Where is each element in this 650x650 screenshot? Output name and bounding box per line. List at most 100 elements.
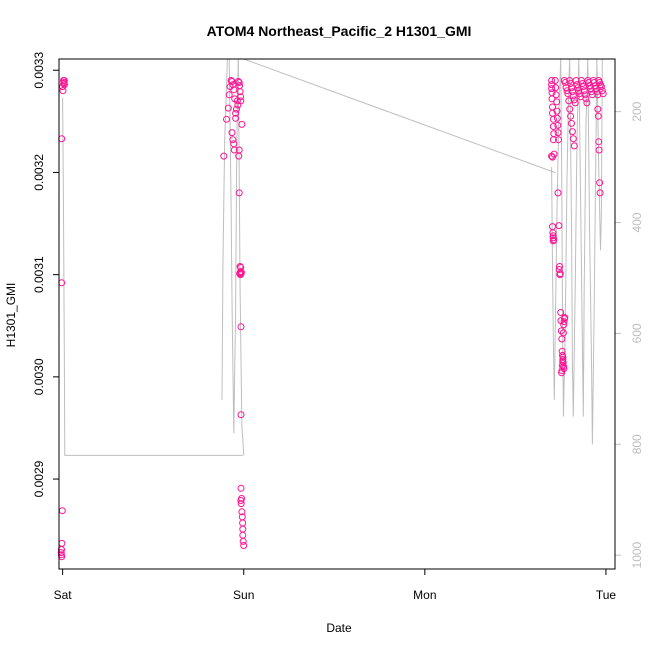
data-point bbox=[549, 229, 557, 237]
data-point bbox=[552, 91, 560, 99]
data-point bbox=[555, 222, 563, 230]
data-point bbox=[237, 323, 245, 331]
data-point bbox=[554, 129, 562, 137]
data-point bbox=[550, 130, 558, 138]
data-point bbox=[240, 542, 248, 549]
data-point bbox=[549, 232, 557, 240]
profile-line bbox=[221, 58, 239, 434]
data-point bbox=[554, 121, 562, 129]
data-point bbox=[570, 96, 578, 104]
y-tick-label: 0.0030 bbox=[32, 358, 46, 395]
data-point bbox=[557, 327, 565, 335]
data-point bbox=[234, 101, 242, 109]
data-point bbox=[572, 77, 580, 84]
data-point bbox=[553, 98, 561, 106]
data-point bbox=[555, 266, 563, 273]
data-point bbox=[548, 85, 556, 93]
data-point bbox=[237, 411, 245, 419]
x-tick-label: Tue bbox=[596, 588, 617, 602]
chart-title: ATOM4 Northeast_Pacific_2 H1301_GMI bbox=[207, 23, 472, 39]
data-point bbox=[232, 109, 240, 117]
data-point bbox=[567, 112, 575, 120]
data-point bbox=[233, 105, 240, 113]
data-point bbox=[237, 484, 245, 492]
data-point bbox=[558, 362, 566, 370]
data-point bbox=[237, 271, 244, 279]
data-point bbox=[239, 531, 247, 539]
y2-tick-label: 400 bbox=[630, 212, 644, 232]
data-point bbox=[594, 105, 602, 113]
data-point bbox=[237, 500, 245, 508]
plot-frame bbox=[58, 58, 616, 570]
data-point bbox=[239, 525, 247, 533]
data-point bbox=[596, 179, 604, 187]
data-point bbox=[237, 93, 244, 101]
data-point bbox=[58, 135, 66, 143]
y2-tick-label: 200 bbox=[630, 101, 644, 121]
data-point bbox=[558, 335, 566, 343]
data-point bbox=[229, 136, 237, 144]
data-point bbox=[551, 77, 559, 84]
data-point bbox=[60, 77, 68, 84]
data-point bbox=[220, 152, 228, 160]
data-point bbox=[581, 91, 589, 99]
data-point bbox=[599, 90, 607, 98]
data-point bbox=[549, 115, 557, 123]
data-point bbox=[583, 99, 591, 107]
data-point bbox=[235, 79, 243, 86]
data-point bbox=[58, 507, 66, 515]
y2-tick-label: 1000 bbox=[630, 541, 644, 568]
data-point bbox=[229, 81, 237, 89]
data-point bbox=[224, 104, 232, 112]
data-point bbox=[558, 367, 566, 375]
data-point bbox=[557, 309, 565, 316]
data-point bbox=[553, 114, 561, 122]
data-points bbox=[57, 77, 607, 561]
data-point bbox=[562, 84, 570, 92]
data-point bbox=[596, 189, 604, 197]
data-point bbox=[223, 115, 230, 123]
data-point bbox=[225, 91, 233, 99]
data-point bbox=[559, 358, 567, 365]
data-point bbox=[548, 77, 556, 84]
y2-tick-label: 600 bbox=[630, 323, 644, 343]
data-point bbox=[238, 508, 246, 516]
data-point bbox=[569, 135, 577, 143]
data-point bbox=[239, 519, 247, 527]
data-point bbox=[230, 86, 238, 94]
data-point bbox=[58, 539, 66, 547]
profile-line bbox=[236, 58, 556, 174]
data-point bbox=[60, 80, 68, 87]
data-point bbox=[59, 83, 67, 91]
data-point bbox=[234, 78, 242, 85]
data-point bbox=[235, 146, 243, 154]
profile-line bbox=[551, 58, 603, 445]
data-point bbox=[236, 88, 244, 96]
data-point bbox=[590, 79, 598, 86]
data-point bbox=[594, 112, 602, 120]
data-point bbox=[568, 128, 576, 136]
data-point bbox=[570, 142, 578, 150]
data-point bbox=[549, 153, 556, 161]
data-point bbox=[568, 119, 575, 127]
data-point bbox=[566, 105, 574, 113]
data-point bbox=[598, 87, 606, 95]
profile-line bbox=[237, 58, 245, 456]
data-point bbox=[556, 263, 564, 270]
data-point bbox=[556, 270, 564, 278]
data-point bbox=[57, 549, 65, 557]
data-point bbox=[553, 107, 561, 115]
data-point bbox=[597, 83, 605, 91]
data-point bbox=[237, 497, 245, 504]
data-point bbox=[569, 92, 577, 100]
data-point bbox=[571, 99, 579, 107]
axes: Sat Sun Mon Tue 0.0029 0.0030 0.0031 0.0032 0.00… bbox=[32, 52, 644, 602]
data-point bbox=[595, 146, 603, 154]
data-point bbox=[232, 114, 240, 122]
profile-line bbox=[62, 97, 243, 456]
data-point bbox=[582, 95, 590, 103]
data-point bbox=[239, 537, 247, 545]
data-point bbox=[228, 129, 236, 137]
data-point bbox=[59, 87, 67, 95]
